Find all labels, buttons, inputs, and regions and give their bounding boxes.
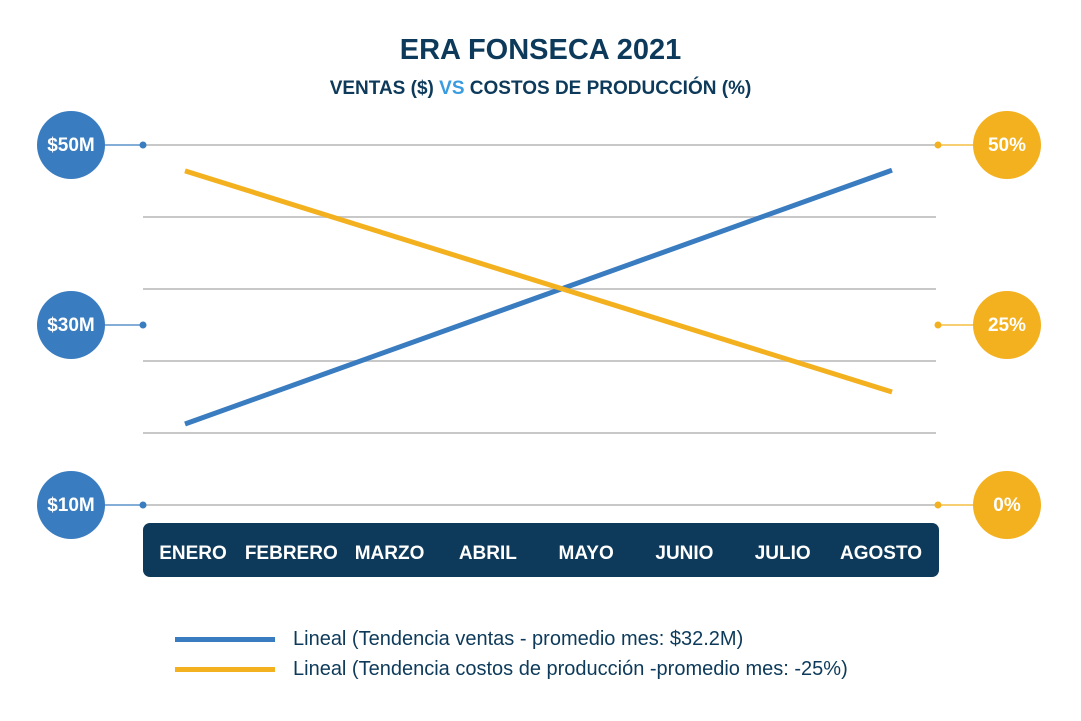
series-line-costs [184,168,893,395]
left-axis-tick-label: $30M [47,315,95,336]
subtitle-costs: COSTOS DE PRODUCCIÓN (%) [469,78,752,99]
series-line-sales [184,167,893,427]
right-tick-dot [934,141,942,149]
x-tick-label: AGOSTO [840,543,922,564]
right-axis-tick-label: 0% [993,495,1021,516]
left-axis-badge [37,111,105,179]
legend-swatch-sales [175,636,275,642]
legend-label-costs: Lineal (Tendencia costos de producción -… [293,657,848,680]
legend-item-costs: Lineal (Tendencia costos de producción -… [175,654,848,684]
x-tick-label: FEBRERO [245,543,338,564]
subtitle-sales: VENTAS ($) [329,78,434,99]
left-tick-dot [139,321,147,329]
chart-subtitle: VENTAS ($) VS COSTOS DE PRODUCCIÓN (%) [0,78,1081,100]
right-axis-badge [973,291,1041,359]
right-tick-dot [934,321,942,329]
left-axis-tick-label: $50M [47,135,95,156]
right-axis-tick-label: 50% [988,135,1026,156]
left-axis-tick-label: $10M [47,495,95,516]
left-tick-dot [139,141,147,149]
x-tick-label: MARZO [355,543,425,564]
subtitle-vs: VS [439,78,465,99]
left-tick-dot [139,501,147,509]
x-tick-label: JUNIO [655,543,713,564]
right-axis-badge [973,471,1041,539]
month-axis-bar [143,523,939,577]
right-axis-badge [973,111,1041,179]
left-axis-badge [37,471,105,539]
chart-title: ERA FONSECA 2021 [399,34,682,66]
x-tick-label: ENERO [159,543,227,564]
x-tick-label: MAYO [559,543,614,564]
legend-label-sales: Lineal (Tendencia ventas - promedio mes:… [293,627,744,650]
legend: Lineal (Tendencia ventas - promedio mes:… [175,624,848,684]
legend-item-sales: Lineal (Tendencia ventas - promedio mes:… [175,624,848,654]
x-tick-label: JULIO [755,543,811,564]
left-axis-badge [37,291,105,359]
x-tick-label: ABRIL [459,543,517,564]
right-axis-tick-label: 25% [988,315,1026,336]
right-tick-dot [934,501,942,509]
legend-swatch-costs [175,666,275,672]
